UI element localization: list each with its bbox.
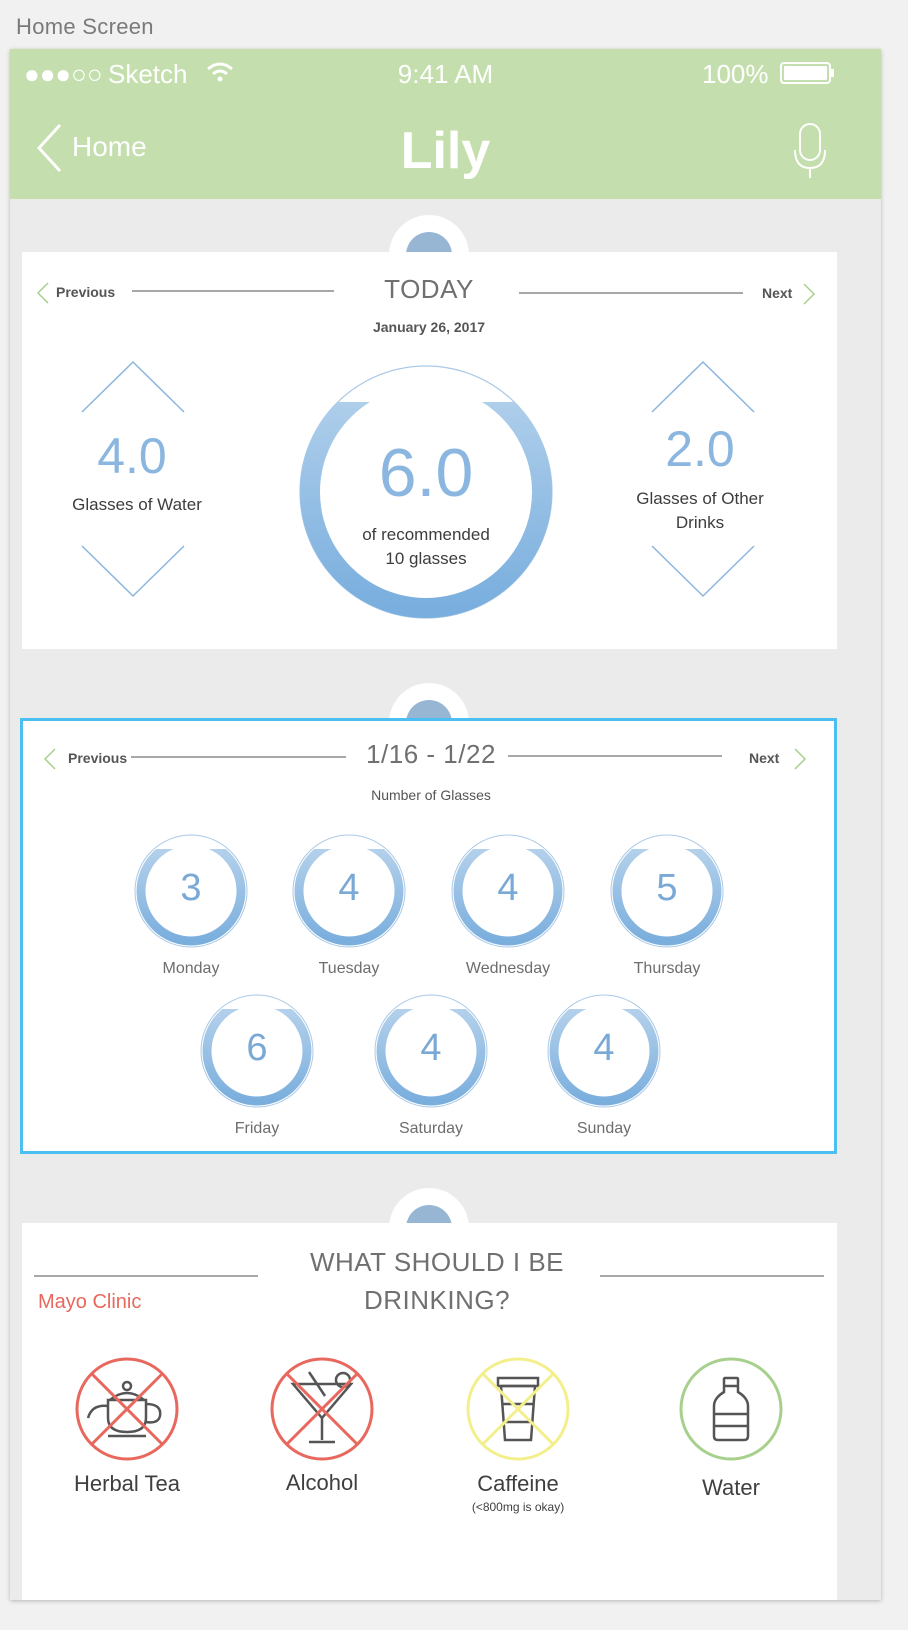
drinks-title: WHAT SHOULD I BE <box>309 1247 565 1277</box>
water-increase-button[interactable] <box>80 360 186 414</box>
other-drinks-label: Glasses of Other <box>636 489 764 508</box>
battery-icon <box>780 62 834 84</box>
chevron-right-icon <box>803 283 816 305</box>
next-label: Next <box>749 750 780 766</box>
day-item[interactable]: 3 Monday <box>133 833 249 983</box>
microphone-icon[interactable] <box>792 122 828 180</box>
divider <box>132 290 334 292</box>
day-count: 5 <box>656 867 678 909</box>
drinks-title: DRINKING? <box>363 1285 511 1315</box>
water-bottle-icon[interactable] <box>678 1356 784 1462</box>
week-subtitle: Number of Glasses <box>371 787 491 803</box>
day-item[interactable]: 4 Wednesday <box>450 833 566 983</box>
next-label: Next <box>762 285 793 301</box>
battery-percent: 100% <box>702 59 769 89</box>
drink-label: Water <box>702 1475 760 1500</box>
divider <box>508 755 722 757</box>
day-name: Friday <box>234 1120 280 1137</box>
day-name: Tuesday <box>318 960 380 977</box>
drink-label: Herbal Tea <box>74 1471 180 1496</box>
day-progress-ring <box>547 994 661 1108</box>
divider <box>131 756 346 758</box>
today-date: January 26, 2017 <box>372 319 486 335</box>
day-count: 4 <box>593 1027 615 1069</box>
carrier-name: Sketch <box>108 59 188 89</box>
water-decrease-button[interactable] <box>80 544 186 598</box>
chevron-right-icon <box>794 748 807 770</box>
day-progress-ring <box>374 994 488 1108</box>
back-button[interactable]: Home <box>36 123 166 173</box>
day-count: 4 <box>497 867 519 909</box>
drink-note: (<800mg is okay) <box>471 1500 565 1514</box>
divider <box>519 292 743 294</box>
day-name: Saturday <box>398 1120 464 1137</box>
coffee-cup-icon[interactable] <box>465 1356 571 1462</box>
water-count: 4.0 <box>97 428 167 484</box>
divider <box>34 1275 258 1277</box>
week-range: 1/16 - 1/22 <box>366 739 496 769</box>
phone-screen: ●●●○○ Sketch 9:41 AM 100% Home Lily <box>10 49 881 1600</box>
other-drinks-decrease-button[interactable] <box>650 544 756 598</box>
back-label: Home <box>72 131 147 162</box>
next-week-button[interactable]: Next <box>749 747 819 771</box>
drink-label: Alcohol <box>285 1470 359 1495</box>
previous-week-button[interactable]: Previous <box>43 747 133 771</box>
day-item[interactable]: 5 Thursday <box>609 833 725 983</box>
drinks-card: WHAT SHOULD I BE DRINKING? Mayo Clinic H… <box>22 1223 837 1600</box>
day-name: Wednesday <box>465 960 551 977</box>
status-time: 9:41 AM <box>397 59 494 89</box>
day-item[interactable]: 4 Tuesday <box>291 833 407 983</box>
day-count: 4 <box>338 867 360 909</box>
previous-day-button[interactable]: Previous <box>36 281 126 305</box>
water-label: Glasses of Water <box>72 495 202 514</box>
day-name: Monday <box>162 960 220 977</box>
chevron-left-icon <box>36 123 62 173</box>
day-item[interactable]: 4 Sunday <box>546 993 662 1143</box>
previous-label: Previous <box>56 284 116 300</box>
other-drinks-label: Drinks <box>675 513 725 532</box>
day-count: 4 <box>420 1027 442 1069</box>
chevron-left-icon <box>43 748 56 770</box>
weekly-card: Previous 1/16 - 1/22 Next Number of Glas… <box>20 718 837 1154</box>
day-progress-ring <box>451 834 565 948</box>
wifi-icon <box>207 62 233 82</box>
recommended-caption: of recommended <box>362 525 490 544</box>
chevron-left-icon <box>36 282 49 304</box>
teapot-icon[interactable] <box>74 1356 180 1462</box>
divider <box>600 1275 824 1277</box>
other-drinks-increase-button[interactable] <box>650 360 756 414</box>
next-day-button[interactable]: Next <box>762 282 832 306</box>
navigation-bar: ●●●○○ Sketch 9:41 AM 100% Home Lily <box>10 49 881 199</box>
day-item[interactable]: 4 Saturday <box>373 993 489 1143</box>
day-name: Thursday <box>633 960 701 977</box>
day-progress-ring <box>610 834 724 948</box>
day-progress-ring <box>292 834 406 948</box>
recommended-caption: 10 glasses <box>385 549 467 568</box>
daily-progress-ring <box>299 365 553 619</box>
artboard-label: Home Screen <box>16 14 154 39</box>
today-title: TODAY <box>384 274 474 304</box>
other-drinks-count: 2.0 <box>665 421 735 477</box>
previous-label: Previous <box>68 750 128 766</box>
total-glasses: 6.0 <box>378 435 474 511</box>
day-count: 3 <box>180 867 202 909</box>
day-item[interactable]: 6 Friday <box>199 993 315 1143</box>
page-title: Lily <box>400 122 491 180</box>
source-link[interactable]: Mayo Clinic <box>38 1291 142 1313</box>
drink-label: Caffeine <box>477 1471 559 1496</box>
day-progress-ring <box>200 994 314 1108</box>
today-card: Previous TODAY Next January 26, 2017 4.0… <box>22 252 837 649</box>
day-name: Sunday <box>576 1120 632 1137</box>
signal-strength-icon: ●●●○○ <box>24 59 103 89</box>
day-progress-ring <box>134 834 248 948</box>
day-count: 6 <box>246 1027 268 1069</box>
cocktail-icon[interactable] <box>269 1356 375 1462</box>
